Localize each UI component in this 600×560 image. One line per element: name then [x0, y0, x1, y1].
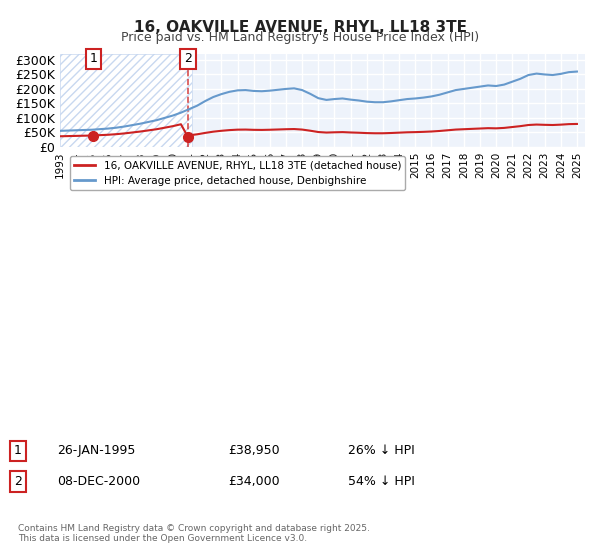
Text: 26% ↓ HPI: 26% ↓ HPI	[348, 444, 415, 458]
Text: 26-JAN-1995: 26-JAN-1995	[57, 444, 136, 458]
Text: 16, OAKVILLE AVENUE, RHYL, LL18 3TE: 16, OAKVILLE AVENUE, RHYL, LL18 3TE	[133, 20, 467, 35]
Text: £34,000: £34,000	[228, 475, 280, 488]
Text: 2: 2	[184, 52, 192, 66]
Bar	[60, 54, 192, 147]
Text: £38,950: £38,950	[228, 444, 280, 458]
Text: 54% ↓ HPI: 54% ↓ HPI	[348, 475, 415, 488]
Text: 1: 1	[89, 52, 97, 66]
Text: 08-DEC-2000: 08-DEC-2000	[57, 475, 140, 488]
Text: Price paid vs. HM Land Registry's House Price Index (HPI): Price paid vs. HM Land Registry's House …	[121, 31, 479, 44]
Text: 1: 1	[14, 444, 22, 458]
Legend: 16, OAKVILLE AVENUE, RHYL, LL18 3TE (detached house), HPI: Average price, detach: 16, OAKVILLE AVENUE, RHYL, LL18 3TE (det…	[70, 156, 405, 190]
Bar	[60, 54, 192, 147]
Text: 2: 2	[14, 475, 22, 488]
Text: Contains HM Land Registry data © Crown copyright and database right 2025.
This d: Contains HM Land Registry data © Crown c…	[18, 524, 370, 543]
